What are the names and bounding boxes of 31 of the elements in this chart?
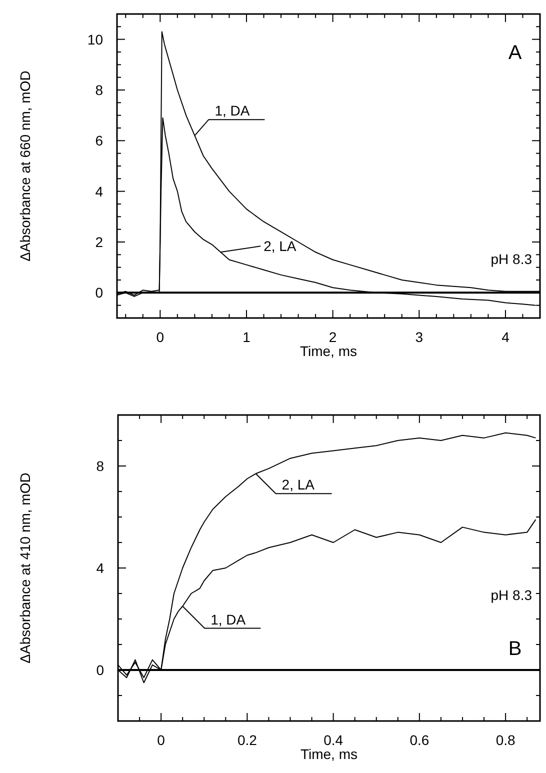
x-tick-label: 4 xyxy=(502,329,510,345)
legend-label: 2, LA xyxy=(264,238,297,254)
x-axis-title: Time, ms xyxy=(300,343,358,359)
y-tick-label: 0 xyxy=(95,284,104,301)
annotation: pH 8.3 xyxy=(490,251,532,267)
y-tick-label: 6 xyxy=(95,132,104,149)
y-tick-label: 4 xyxy=(95,183,104,200)
x-tick-label: 1 xyxy=(242,329,251,345)
y-tick-label: 8 xyxy=(95,82,104,98)
annotation: B xyxy=(508,638,522,660)
annotation: pH 8.3 xyxy=(490,587,532,603)
y-tick-label: 0 xyxy=(96,662,104,678)
annotation: A xyxy=(508,42,522,64)
series-label: 2, LA xyxy=(282,476,316,493)
y-axis-title: ΔAbsorbance at 410 nm, mOD xyxy=(17,472,33,664)
series-label: 1, DA xyxy=(210,611,246,628)
x-tick-label: 0 xyxy=(157,732,166,748)
x-tick-label: 3 xyxy=(415,329,424,345)
y-axis-title: ΔAbsorbance at 660 nm, mOD xyxy=(17,70,33,262)
x-tick-label: 0 xyxy=(156,329,164,345)
x-tick-label: 0.2 xyxy=(237,732,258,748)
x-axis-title: Time, ms xyxy=(300,746,358,762)
x-tick-label: 0.4 xyxy=(324,732,344,748)
series-label: 1, DA xyxy=(214,102,250,119)
y-tick-label: 10 xyxy=(87,31,104,48)
y-tick-label: 8 xyxy=(96,458,104,474)
x-tick-label: 0.8 xyxy=(496,732,516,748)
x-tick-label: 0.6 xyxy=(410,732,430,748)
y-tick-label: 4 xyxy=(96,560,104,576)
x-tick-label: 2 xyxy=(328,329,337,345)
y-tick-label: 2 xyxy=(95,234,104,250)
